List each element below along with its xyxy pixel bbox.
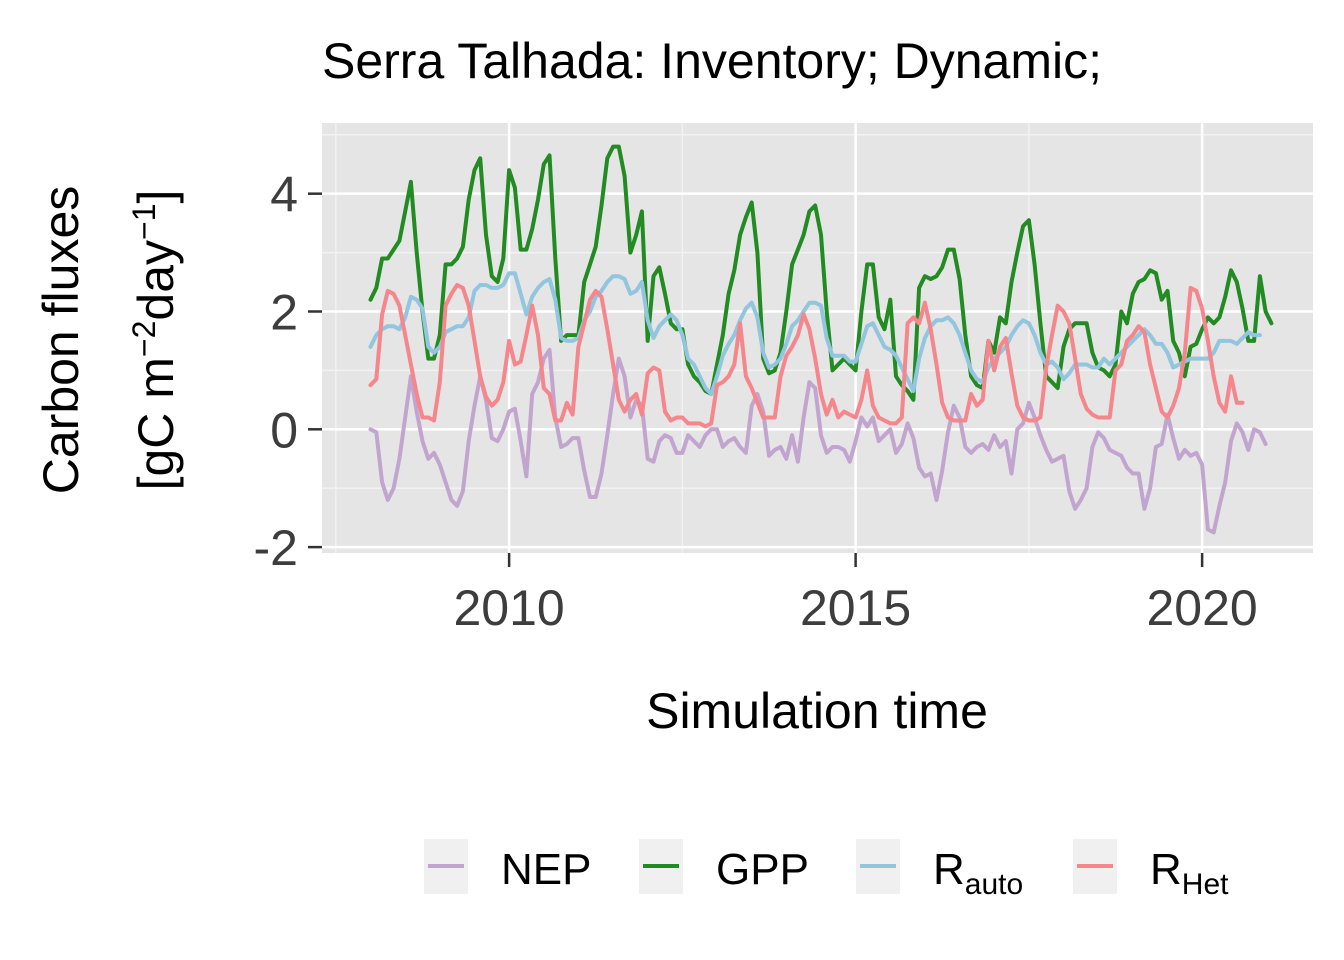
y-axis-title-mid: day [128,240,184,321]
y-tick-labels: -2 0 2 4 [254,167,298,576]
x-tick-label: 2010 [453,580,564,636]
legend-label-main: GPP [716,845,809,894]
y-axis-title-sup1: −2 [126,321,162,357]
y-axis-title-sup2: −1 [126,203,162,239]
legend-label-subscript: auto [965,868,1023,901]
legend-label-gpp: GPP [716,845,809,894]
legend-label-r-auto: Rauto [933,845,1023,901]
legend-label-main: R [1150,845,1182,894]
x-tick-label: 2020 [1147,580,1258,636]
legend: NEP GPP Rauto RHet [424,839,1229,901]
y-axis-title-post: ] [128,190,184,204]
y-tick-label: -2 [254,520,298,576]
series-layer [368,144,1274,535]
x-axis-title: Simulation time [646,683,988,739]
x-tick-labels: 2010 2015 2020 [453,580,1257,636]
axis-ticks [308,192,1204,567]
series-line-gpp [368,144,1274,402]
series-line-nep [368,347,1268,535]
y-axis-title-pre: [gC m [128,357,184,490]
y-axis-title: Carbon fluxes [gC m−2day−1] [33,186,184,495]
y-tick-label: 4 [270,167,298,223]
x-tick-label: 2015 [800,580,911,636]
legend-label-subscript: Het [1182,868,1229,901]
legend-label-nep: NEP [501,845,591,894]
legend-label-main: NEP [501,845,591,894]
y-tick-label: 2 [270,284,298,340]
legend-label-r-het: RHet [1150,845,1229,901]
chart-title: Serra Talhada: Inventory; Dynamic; [322,33,1102,89]
y-axis-title-line1: Carbon fluxes [33,186,89,495]
y-axis-title-line2: [gC m−2day−1] [126,190,184,491]
y-tick-label: 0 [270,402,298,458]
legend-label-main: R [933,845,965,894]
series-line-r-auto [368,271,1262,396]
series-line-r-het [368,283,1245,429]
